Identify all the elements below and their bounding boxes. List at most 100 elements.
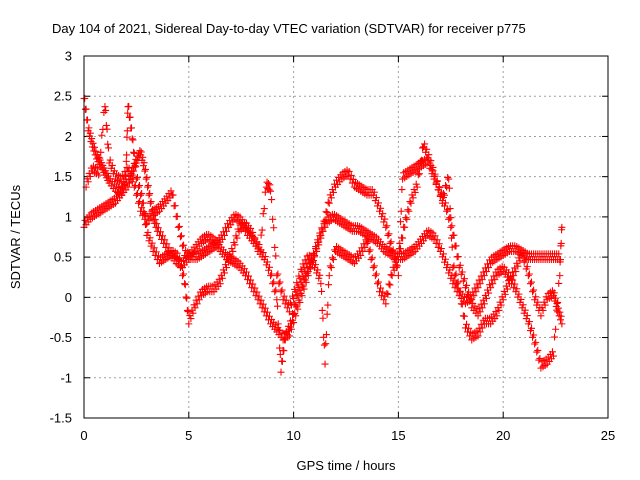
data-point-track-a xyxy=(145,191,153,199)
data-point-track-b xyxy=(177,262,185,270)
data-point-track-a xyxy=(139,153,147,161)
data-point-track-a xyxy=(263,308,271,316)
data-point-track-c xyxy=(373,280,381,288)
data-point-track-a xyxy=(247,276,255,284)
data-point-track-c xyxy=(521,256,529,264)
data-point-track-c xyxy=(441,191,449,199)
data-point-track-c xyxy=(404,206,412,214)
data-point-track-a xyxy=(136,147,144,155)
data-point-track-b xyxy=(216,280,224,288)
data-point-track-c xyxy=(403,215,411,223)
data-point-track-c xyxy=(175,222,183,230)
data-point-track-c xyxy=(503,285,511,293)
data-point-track-c xyxy=(260,205,268,213)
data-point-track-c xyxy=(366,246,374,254)
data-point-track-b xyxy=(510,284,518,292)
data-point-track-c xyxy=(326,262,334,270)
data-point-track-c xyxy=(288,301,296,309)
data-point-track-c xyxy=(399,234,407,242)
data-point-track-a xyxy=(89,139,97,147)
data-point-track-c xyxy=(169,191,177,199)
data-point-track-c xyxy=(367,256,375,264)
plot-frame xyxy=(83,55,609,419)
data-point-track-c xyxy=(439,190,447,198)
data-point-track-b xyxy=(152,248,160,256)
x-tick-label: 0 xyxy=(80,428,87,443)
data-point-track-c xyxy=(452,270,460,278)
data-point-track-b xyxy=(476,308,484,316)
data-point-track-c xyxy=(393,253,401,261)
data-point-track-b xyxy=(225,258,233,266)
data-point-track-a xyxy=(144,183,152,191)
data-point-track-b xyxy=(519,301,527,309)
data-point-track-c xyxy=(556,316,564,324)
data-point-track-b xyxy=(269,280,277,288)
data-point-track-c xyxy=(268,196,276,204)
data-point-track-c xyxy=(277,288,285,296)
data-point-track-c xyxy=(411,188,419,196)
data-point-track-c xyxy=(325,272,333,280)
data-point-track-b xyxy=(379,210,387,218)
data-point-track-b xyxy=(268,270,276,278)
data-point-track-b xyxy=(447,223,455,231)
data-point-track-b xyxy=(531,340,539,348)
data-point-track-b xyxy=(229,247,237,255)
data-point-track-b xyxy=(267,272,275,280)
data-point-track-c xyxy=(272,252,280,260)
data-point-track-c xyxy=(386,281,394,289)
data-point-track-c xyxy=(516,257,524,265)
data-point-track-a xyxy=(482,268,490,276)
data-point-track-b xyxy=(324,198,332,206)
data-point-track-c xyxy=(167,187,175,195)
data-point-track-c xyxy=(174,223,182,231)
data-point-track-c xyxy=(292,288,300,296)
data-point-track-b xyxy=(276,350,284,358)
data-point-track-c xyxy=(118,179,126,187)
data-point-track-c xyxy=(173,212,181,220)
data-point-track-c xyxy=(445,175,453,183)
data-point-track-c xyxy=(325,281,333,289)
data-point-track-c xyxy=(171,202,179,210)
data-point-track-b xyxy=(265,263,273,271)
data-point-track-b xyxy=(296,286,304,294)
data-point-track-c xyxy=(314,266,322,274)
data-point-track-c xyxy=(369,264,377,272)
data-point-track-c xyxy=(179,242,187,250)
data-point-track-c xyxy=(552,294,560,302)
data-point-track-c xyxy=(298,268,306,276)
data-point-track-a xyxy=(88,135,96,143)
data-point-track-b xyxy=(220,269,228,277)
data-point-track-b xyxy=(125,102,133,110)
data-point-track-b xyxy=(290,310,298,318)
data-point-track-b xyxy=(223,264,231,272)
data-point-track-c xyxy=(238,216,246,224)
data-point-track-c xyxy=(539,306,547,314)
data-point-track-b xyxy=(271,288,279,296)
data-point-track-c xyxy=(274,270,282,278)
data-point-track-c xyxy=(318,287,326,295)
data-point-track-c xyxy=(527,278,535,286)
data-point-track-b xyxy=(185,320,193,328)
data-point-track-b xyxy=(231,241,239,249)
data-point-track-b xyxy=(150,244,158,252)
data-point-track-b xyxy=(189,309,197,317)
y-tick-label: 1.5 xyxy=(54,169,72,184)
data-point-track-c xyxy=(529,288,537,296)
data-point-track-b xyxy=(458,268,466,276)
data-point-track-c xyxy=(405,207,413,215)
data-point-track-b xyxy=(291,300,299,308)
data-point-track-b xyxy=(394,272,402,280)
data-point-track-c xyxy=(392,261,400,269)
data-point-track-c xyxy=(449,264,457,272)
data-point-track-c xyxy=(259,210,267,218)
data-point-track-b xyxy=(385,230,393,238)
data-point-track-b xyxy=(184,308,192,316)
data-point-track-c xyxy=(415,170,423,178)
data-point-track-c xyxy=(258,226,266,234)
data-point-track-c xyxy=(84,178,92,186)
data-point-track-b xyxy=(381,215,389,223)
data-point-track-b xyxy=(370,188,378,196)
data-point-track-c xyxy=(409,194,417,202)
data-point-track-b xyxy=(179,272,187,280)
